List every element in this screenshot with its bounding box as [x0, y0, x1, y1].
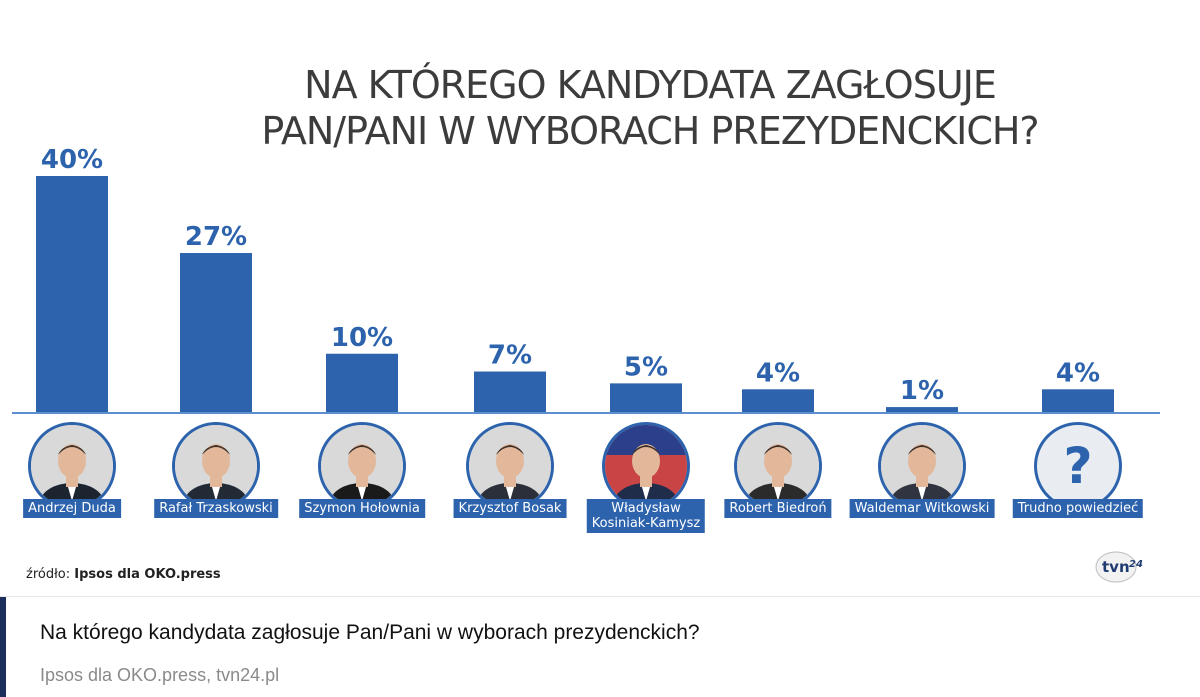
candidate-1: Rafał Trzaskowski — [136, 422, 296, 542]
candidate-name-label: Rafał Trzaskowski — [154, 499, 278, 518]
candidate-name-line: Kosiniak-Kamysz — [591, 516, 701, 531]
candidate-photo — [28, 422, 116, 510]
candidate-name-label: Andrzej Duda — [23, 499, 121, 518]
bar-2 — [326, 353, 398, 413]
bar-7 — [1042, 389, 1114, 413]
value-label-3: 7% — [488, 341, 532, 371]
candidate-name-label: Trudno powiedzieć — [1012, 499, 1144, 518]
bar-4 — [610, 383, 682, 413]
candidate-name-line: Robert Biedroń — [729, 501, 827, 516]
question-mark-icon: ? — [1034, 422, 1122, 510]
chart-title-line-2: PAN/PANI W WYBORACH PREZYDENCKICH? — [261, 109, 1039, 153]
candidate-name-label: Robert Biedroń — [724, 499, 832, 518]
candidate-name-line: Władysław — [611, 501, 681, 516]
value-label-5: 4% — [756, 358, 800, 388]
candidate-photo — [466, 422, 554, 510]
svg-text:tvn: tvn — [1102, 558, 1130, 576]
candidate-name-label: Krzysztof Bosak — [453, 499, 567, 518]
chart-image[interactable]: NA KTÓREGO KANDYDATA ZAGŁOSUJE PAN/PANI … — [0, 0, 1200, 596]
candidate-name-label: Władysław Kosiniak-Kamysz — [586, 499, 706, 533]
chart-title: NA KTÓREGO KANDYDATA ZAGŁOSUJE PAN/PANI … — [150, 62, 1150, 154]
candidate-name-line: Andrzej Duda — [28, 501, 116, 516]
source-line: źródło: Ipsos dla OKO.press — [26, 567, 221, 582]
candidate-name-label: Waldemar Witkowski — [849, 499, 995, 518]
candidate-photo — [172, 422, 260, 510]
candidate-6: Waldemar Witkowski — [842, 422, 1002, 542]
bars-group — [36, 176, 1114, 413]
value-label-7: 4% — [1056, 358, 1100, 388]
candidate-name-line: Szymon Hołownia — [304, 501, 420, 516]
value-label-1: 27% — [185, 222, 247, 252]
candidate-photo — [734, 422, 822, 510]
candidate-7: ? Trudno powiedzieć — [998, 422, 1158, 542]
candidate-3: Krzysztof Bosak — [430, 422, 590, 542]
value-label-0: 40% — [41, 145, 103, 175]
caption-panel[interactable]: Na którego kandydata zagłosuje Pan/Pani … — [0, 596, 1200, 697]
candidate-photo — [602, 422, 690, 510]
candidate-name-line: Rafał Trzaskowski — [159, 501, 273, 516]
candidate-photo — [318, 422, 406, 510]
candidate-name-line: Krzysztof Bosak — [458, 501, 562, 516]
accent-bar — [0, 597, 6, 697]
svg-text:?: ? — [1063, 437, 1092, 495]
source-prefix: źródło: — [26, 567, 71, 582]
candidate-4: Władysław Kosiniak-Kamysz — [566, 422, 726, 542]
value-label-6: 1% — [900, 376, 944, 406]
chart-title-line-1: NA KTÓREGO KANDYDATA ZAGŁOSUJE — [304, 63, 997, 107]
candidate-photo — [878, 422, 966, 510]
bar-1 — [180, 253, 252, 413]
caption-title[interactable]: Na którego kandydata zagłosuje Pan/Pani … — [40, 621, 700, 644]
tvn24-logo-icon: tvn 24 — [1092, 548, 1146, 584]
candidate-name-line: Waldemar Witkowski — [854, 501, 990, 516]
candidate-5: Robert Biedroń — [698, 422, 858, 542]
value-label-2: 10% — [331, 323, 393, 353]
candidate-name-label: Szymon Hołownia — [299, 499, 425, 518]
bar-3 — [474, 371, 546, 413]
svg-text:24: 24 — [1129, 559, 1143, 570]
candidate-2: Szymon Hołownia — [282, 422, 442, 542]
candidate-name-line: Trudno powiedzieć — [1017, 501, 1139, 516]
bar-5 — [742, 389, 814, 413]
candidate-0: Andrzej Duda — [0, 422, 152, 542]
value-label-4: 5% — [624, 352, 668, 382]
value-labels-group: 40% 27% 10% 7% 5% 4% 1% 4% — [41, 145, 1100, 406]
bar-6 — [886, 407, 958, 413]
source-name: Ipsos dla OKO.press — [74, 567, 221, 582]
bar-chart: 40% 27% 10% 7% 5% 4% 1% 4% — [12, 145, 1160, 414]
bar-0 — [36, 176, 108, 413]
caption-source: Ipsos dla OKO.press, tvn24.pl — [40, 665, 280, 685]
